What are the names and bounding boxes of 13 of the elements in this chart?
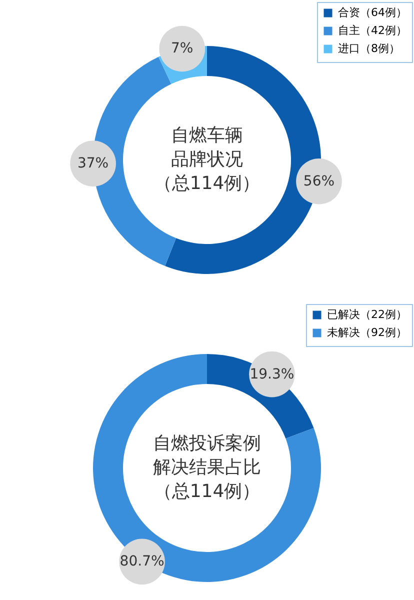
legend-label: 未解决（92例） xyxy=(327,326,407,339)
data-label: 19.3% xyxy=(250,366,294,382)
donut-slice xyxy=(93,354,321,582)
text: 自燃车辆品牌状况（总114例） xyxy=(154,125,260,194)
legend-label: 合资（64例） xyxy=(338,6,407,19)
text: 自燃投诉案例解决结果占比（总114例） xyxy=(153,433,261,502)
data-label: 56% xyxy=(303,173,335,190)
legend-label: 自主（42例） xyxy=(338,24,407,37)
legend-label: 已解决（22例） xyxy=(327,308,407,321)
data-label: 37% xyxy=(77,156,109,172)
legend-label: 进口（8例） xyxy=(338,42,400,55)
data-label: 80.7% xyxy=(120,554,164,570)
data-label: 7% xyxy=(171,40,194,57)
